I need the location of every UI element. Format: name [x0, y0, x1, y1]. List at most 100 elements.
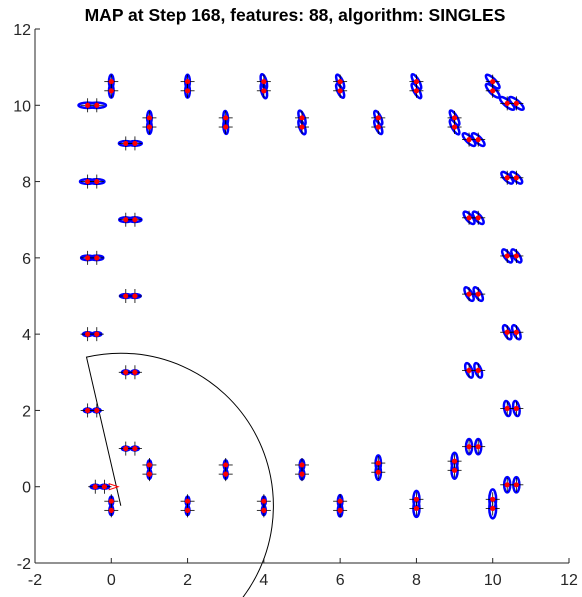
feature-landmark [447, 451, 462, 480]
feature-estimate-point [85, 407, 91, 414]
feature-estimate-point [451, 124, 458, 130]
uncertainty-ellipse [484, 82, 501, 99]
uncertainty-ellipse [472, 286, 485, 303]
feature-estimate-point [132, 445, 138, 452]
feature-estimate-point [85, 255, 91, 261]
sensor-range-wedge [85, 352, 274, 597]
feature-landmark [462, 210, 486, 226]
feature-estimate-point [108, 507, 114, 513]
feature-landmark [462, 286, 486, 303]
feature-estimate-point [123, 293, 129, 299]
feature-estimate-point [504, 329, 510, 335]
feature-estimate-point [513, 482, 519, 488]
feature-landmark [118, 212, 143, 227]
feature-estimate-point [261, 88, 267, 94]
feature-estimate-point [504, 100, 510, 106]
uncertainty-ellipse [410, 82, 423, 100]
feature-estimate-point [466, 367, 472, 373]
feature-estimate-point [413, 505, 420, 512]
feature-estimate-point [108, 88, 114, 94]
uncertainty-ellipse [510, 323, 522, 341]
feature-landmark [484, 73, 501, 99]
chart-title: MAP at Step 168, features: 88, algorithm… [85, 5, 506, 25]
feature-landmark [256, 494, 271, 518]
feature-landmark [77, 98, 108, 113]
x-tick-label: 12 [560, 572, 578, 589]
feature-landmark [333, 493, 348, 518]
feature-estimate-point [504, 482, 510, 488]
feature-landmark [142, 457, 157, 482]
uncertainty-ellipse [334, 82, 346, 100]
feature-estimate-point [451, 115, 458, 121]
uncertainty-ellipse [373, 118, 384, 136]
feature-estimate-point [466, 444, 472, 450]
feature-estimate-point [108, 498, 114, 504]
feature-estimate-point [261, 79, 267, 85]
feature-estimate-point [513, 253, 519, 259]
feature-estimate-point [94, 407, 100, 414]
feature-estimate-point [299, 471, 305, 477]
uncertainty-ellipse [473, 361, 484, 379]
feature-estimate-point [375, 115, 381, 121]
feature-estimate-point [475, 367, 481, 373]
feature-estimate-point [108, 79, 114, 85]
feature-estimate-point [513, 405, 519, 412]
feature-landmark [78, 174, 106, 189]
feature-estimate-point [299, 124, 305, 130]
feature-estimate-point [123, 217, 129, 223]
feature-landmark [461, 132, 486, 148]
uncertainty-ellipse [463, 361, 475, 379]
feature-estimate-point [223, 471, 229, 477]
y-tick-label: 2 [22, 403, 31, 420]
feature-landmark [462, 437, 486, 456]
uncertainty-ellipse [500, 248, 514, 264]
feature-estimate-point [337, 507, 343, 513]
y-tick-label: -2 [17, 556, 31, 573]
feature-landmark [333, 73, 348, 100]
feature-estimate-point [85, 178, 91, 185]
feature-estimate-point [94, 102, 100, 108]
feature-landmark [118, 289, 142, 303]
feature-estimate-point [132, 293, 138, 299]
uncertainty-ellipse [448, 118, 461, 136]
feature-estimate-point [513, 329, 519, 335]
feature-landmark [142, 109, 157, 136]
feature-estimate-point [375, 469, 381, 475]
y-tick-label: 0 [22, 480, 31, 497]
feature-landmark [80, 403, 104, 418]
feature-estimate-point [451, 467, 458, 473]
y-tick-label: 10 [13, 98, 31, 115]
uncertainty-ellipse [507, 95, 525, 111]
feature-estimate-point [146, 115, 153, 121]
feature-landmark [80, 327, 104, 342]
feature-estimate-point [146, 471, 153, 477]
y-tick-label: 4 [22, 327, 31, 344]
feature-landmark [104, 494, 119, 518]
uncertainty-ellipse [511, 399, 521, 418]
y-tick-label: 12 [13, 22, 31, 39]
x-tick-label: 0 [107, 572, 116, 589]
feature-landmark [500, 475, 524, 494]
feature-estimate-point [466, 215, 472, 221]
feature-estimate-point [132, 217, 138, 223]
feature-landmark [118, 365, 142, 380]
feature-estimate-point [504, 405, 510, 412]
feature-estimate-point [223, 115, 229, 121]
plot-area [35, 29, 569, 597]
feature-estimate-point [85, 331, 91, 337]
feature-estimate-point [299, 115, 305, 121]
feature-estimate-point [504, 253, 510, 259]
feature-estimate-point [375, 460, 381, 466]
feature-estimate-point [490, 79, 496, 85]
feature-landmark [371, 454, 386, 482]
feature-estimate-point [475, 215, 481, 221]
feature-landmark [500, 323, 524, 341]
feature-estimate-point [475, 291, 481, 297]
feature-landmark [462, 361, 486, 379]
feature-estimate-point [490, 496, 496, 502]
feature-estimate-point [490, 88, 496, 94]
feature-estimate-point [123, 445, 129, 452]
feature-landmark [218, 109, 233, 136]
x-tick-label: -2 [28, 572, 42, 589]
